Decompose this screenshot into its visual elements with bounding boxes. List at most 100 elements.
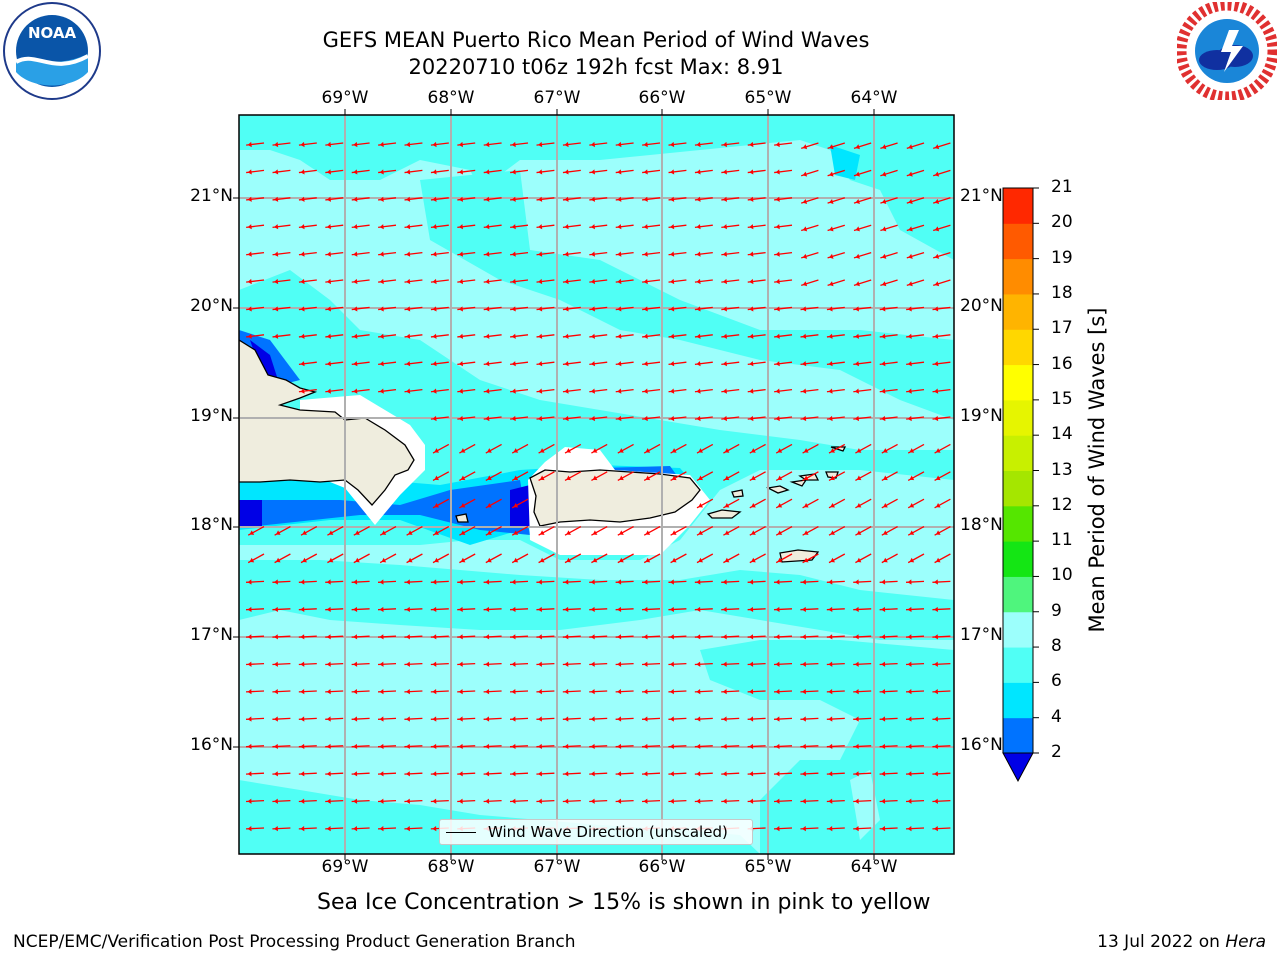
wind-wave-arrowhead	[670, 196, 675, 202]
wind-wave-arrowhead	[564, 361, 569, 367]
puerto-rico	[529, 469, 701, 527]
wind-wave-arrowhead	[854, 716, 859, 722]
wind-wave-arrowhead	[247, 196, 252, 202]
wind-wave-arrowhead	[300, 306, 305, 312]
wind-wave-arrowhead	[538, 388, 543, 394]
wind-wave-arrowhead	[933, 689, 938, 695]
wind-wave-arrowhead	[619, 475, 624, 481]
branch-credit: NCEP/EMC/Verification Post Processing Pr…	[13, 932, 576, 952]
wind-wave-arrowhead	[775, 306, 780, 312]
wind-wave-arrowhead	[353, 278, 358, 285]
wind-wave-arrowhead	[513, 475, 519, 481]
wind-wave-arrowhead	[537, 771, 542, 777]
wind-wave-arrowhead	[328, 530, 334, 535]
wind-wave-arrowhead	[881, 199, 887, 205]
wind-wave-arrowhead	[379, 634, 384, 640]
wind-wave-arrowhead	[353, 579, 358, 585]
wind-wave-arrowhead	[458, 743, 463, 750]
wind-wave-arrowhead	[538, 361, 543, 367]
wind-wave-arrowhead	[698, 530, 703, 535]
wind-wave-arrowhead	[564, 579, 569, 585]
wind-wave-arrowhead	[671, 448, 677, 453]
wind-wave-arrowhead	[854, 306, 860, 312]
wind-wave-arrowhead	[326, 224, 332, 230]
wind-wave-arrowhead	[670, 251, 675, 257]
wind-wave-arrowhead	[405, 606, 410, 613]
wind-wave-arrowhead	[722, 224, 728, 230]
wind-wave-arrowhead	[432, 361, 437, 367]
wind-wave-arrowhead	[696, 306, 701, 312]
wind-wave-arrowhead	[300, 661, 305, 667]
wind-wave-arrowhead	[434, 475, 439, 481]
wind-wave-arrowhead	[829, 171, 834, 177]
wind-wave-arrowhead	[353, 689, 358, 695]
wind-wave-arrowhead	[564, 689, 569, 695]
wind-wave-arrowhead	[539, 448, 545, 453]
wind-wave-arrowhead	[907, 388, 912, 394]
wind-wave-arrowhead	[722, 361, 728, 367]
wind-wave-arrowhead	[854, 634, 859, 640]
wind-wave-arrowhead	[379, 333, 384, 339]
wind-wave-arrowhead	[379, 306, 384, 312]
wind-wave-arrowhead	[460, 530, 466, 535]
wind-wave-arrowhead	[934, 415, 939, 422]
wind-wave-arrowhead	[274, 251, 279, 257]
wind-wave-arrowhead	[643, 388, 648, 394]
colorbar-under-triangle	[1002, 752, 1034, 783]
wind-wave-arrowhead	[406, 361, 411, 367]
wind-wave-arrowhead	[881, 171, 887, 177]
wind-wave-arrowhead	[775, 169, 780, 175]
wind-wave-arrowhead	[326, 798, 331, 804]
wind-wave-arrowhead	[777, 475, 783, 481]
wind-wave-arrowhead	[802, 253, 808, 259]
wind-wave-arrowhead	[485, 388, 490, 394]
wind-wave-arrowhead	[643, 333, 648, 339]
wind-wave-arrowhead	[696, 579, 701, 585]
colorbar-segment	[1003, 329, 1033, 366]
wind-wave-arrowhead	[326, 169, 332, 175]
wind-wave-arrowhead	[379, 743, 384, 750]
wind-wave-arrowhead	[907, 415, 912, 422]
wind-wave-arrowhead	[881, 798, 886, 804]
wind-wave-arrowhead	[511, 415, 516, 422]
wind-wave-arrowhead	[617, 606, 622, 613]
wind-wave-arrowhead	[590, 306, 596, 312]
wind-wave-arrowhead	[828, 415, 833, 422]
wind-wave-arrowhead	[432, 634, 437, 640]
wind-wave-arrowhead	[643, 141, 648, 148]
wind-wave-arrowhead	[698, 502, 703, 508]
wind-wave-arrowhead	[485, 333, 490, 339]
wind-wave-arrowhead	[801, 826, 806, 832]
wind-wave-arrowhead	[698, 448, 703, 453]
wind-wave-arrowhead	[934, 361, 939, 367]
wind-wave-arrowhead	[829, 144, 834, 150]
wind-wave-arrowhead	[749, 388, 754, 394]
wind-wave-arrowhead	[300, 798, 305, 804]
wind-wave-arrowhead	[801, 606, 806, 613]
wind-wave-arrowhead	[300, 388, 305, 394]
wind-wave-arrowhead	[326, 661, 331, 667]
wind-wave-arrowhead	[487, 448, 492, 453]
wind-wave-arrowhead	[696, 716, 701, 722]
wind-wave-arrowhead	[933, 579, 938, 585]
wind-wave-arrowhead	[881, 606, 886, 613]
wind-wave-arrowhead	[619, 448, 624, 453]
wind-wave-arrowhead	[326, 634, 331, 640]
wind-wave-arrowhead	[935, 530, 941, 535]
wind-wave-arrowhead	[328, 557, 334, 563]
wind-wave-arrowhead	[511, 661, 516, 667]
wind-wave-arrowhead	[326, 333, 332, 339]
axis-ticks	[233, 109, 875, 860]
nws-logo	[1175, 0, 1279, 103]
wind-wave-arrowhead	[907, 306, 912, 312]
wind-wave-arrowhead	[724, 530, 730, 535]
wind-wave-arrowhead	[458, 251, 464, 257]
wind-wave-arrowhead	[775, 415, 780, 422]
wind-wave-arrowhead	[379, 689, 384, 695]
wind-wave-arrowhead	[854, 826, 859, 832]
wind-wave-arrowhead	[487, 530, 492, 535]
period-zone-8-9	[260, 640, 880, 840]
wind-wave-arrowhead	[908, 253, 913, 259]
wind-wave-arrowhead	[883, 557, 888, 563]
wind-wave-arrowhead	[274, 278, 279, 285]
